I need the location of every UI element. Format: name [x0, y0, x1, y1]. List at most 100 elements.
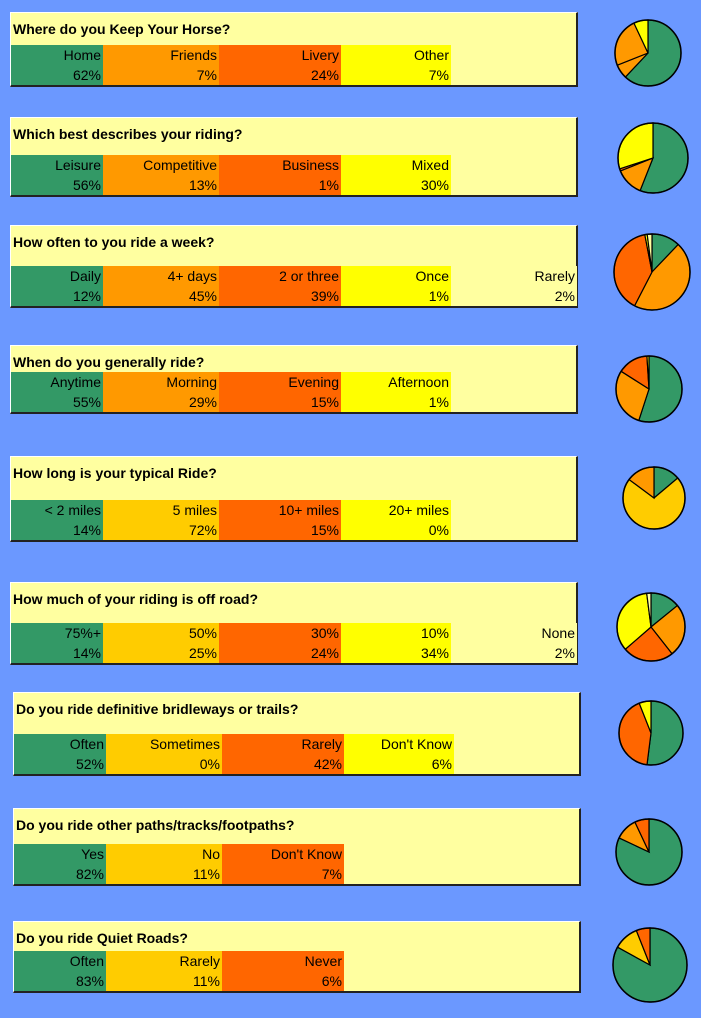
answer-row: Anytime 55% Morning 29% Evening 15% Afternoon 1…: [11, 372, 451, 412]
answer-label: Anytime: [50, 374, 101, 390]
question-title: Do you ride other paths/tracks/footpaths…: [16, 817, 295, 833]
pie-outline: [613, 233, 691, 311]
question-title: When do you generally ride?: [13, 354, 205, 370]
answer-percent: 1%: [428, 288, 449, 304]
answer-percent: 62%: [72, 67, 101, 83]
answer-cell: 75%+ 14%: [11, 623, 103, 663]
question-title: How much of your riding is off road?: [13, 591, 258, 607]
pie-chart: [615, 818, 683, 886]
answer-label: 4+ days: [167, 268, 217, 284]
pie-chart: [614, 19, 682, 87]
question-panel: Which best describes your riding? Leisure…: [10, 117, 578, 197]
answer-label: Often: [69, 953, 104, 969]
question-title: How long is your typical Ride?: [13, 465, 217, 481]
answer-percent: 14%: [72, 522, 101, 538]
pie-outline: [616, 592, 686, 662]
question-panel: Where do you Keep Your Horse? Home 62% Frie…: [10, 12, 578, 87]
answer-label: Home: [63, 47, 101, 63]
answer-cell: Mixed 30%: [341, 155, 451, 195]
pie-outline: [615, 818, 683, 886]
answer-percent: 82%: [75, 866, 104, 882]
answer-label: Sometimes: [149, 736, 220, 752]
answer-cell: 2 or three 39%: [219, 266, 341, 306]
answer-percent: 15%: [310, 522, 339, 538]
answer-cell: Yes 82%: [14, 844, 106, 884]
answer-cell: 50% 25%: [103, 623, 219, 663]
answer-cell: 5 miles 72%: [103, 500, 219, 540]
answer-label: 10+ miles: [278, 502, 339, 518]
pie-chart: [616, 592, 686, 662]
answer-cell: Leisure 56%: [11, 155, 103, 195]
answer-percent: 30%: [420, 177, 449, 193]
answer-percent: 11%: [193, 973, 220, 989]
answer-label: Often: [69, 736, 104, 752]
pie-outline: [615, 355, 683, 423]
answer-cell: Rarely 2%: [451, 266, 577, 306]
answer-percent: 25%: [188, 645, 217, 661]
question-title: How often to you ride a week?: [13, 234, 215, 250]
answer-percent: 72%: [188, 522, 217, 538]
answer-label: Morning: [166, 374, 217, 390]
answer-percent: 7%: [196, 67, 217, 83]
answer-percent: 42%: [313, 756, 342, 772]
answer-label: 2 or three: [279, 268, 339, 284]
answer-label: Yes: [81, 846, 104, 862]
answer-label: 30%: [310, 625, 339, 641]
question-panel: Do you ride definitive bridleways or tra…: [13, 692, 581, 776]
answer-percent: 14%: [72, 645, 101, 661]
answer-percent: 2%: [554, 645, 575, 661]
question-panel: How often to you ride a week? Daily 12% 4+ …: [10, 225, 578, 308]
question-title: Which best describes your riding?: [13, 126, 243, 142]
answer-label: Don't Know: [380, 736, 452, 752]
answer-row: Home 62% Friends 7% Livery 24% Other 7%: [11, 45, 451, 85]
answer-row: Daily 12% 4+ days 45% 2 or three 39% Once 1% Rar…: [11, 266, 577, 306]
answer-row: 75%+ 14% 50% 25% 30% 24% 10% 34% None 2%: [11, 623, 577, 663]
answer-cell: Friends 7%: [103, 45, 219, 85]
answer-cell: Morning 29%: [103, 372, 219, 412]
answer-percent: 24%: [310, 645, 339, 661]
answer-label: < 2 miles: [44, 502, 101, 518]
answer-label: Evening: [288, 374, 339, 390]
question-title: Where do you Keep Your Horse?: [13, 21, 231, 37]
answer-percent: 15%: [310, 394, 339, 410]
answer-row: Often 83% Rarely 11% Never 6%: [14, 951, 344, 991]
answer-percent: 11%: [193, 866, 220, 882]
answer-cell: Livery 24%: [219, 45, 341, 85]
answer-label: Other: [413, 47, 449, 63]
answer-label: Rarely: [301, 736, 342, 752]
answer-label: No: [202, 846, 220, 862]
answer-percent: 29%: [188, 394, 217, 410]
answer-cell: Afternoon 1%: [341, 372, 451, 412]
answer-percent: 24%: [310, 67, 339, 83]
answer-label: None: [541, 625, 575, 641]
answer-cell: Never 6%: [222, 951, 344, 991]
answer-percent: 1%: [318, 177, 339, 193]
answer-label: 75%+: [64, 625, 101, 641]
answer-label: Never: [304, 953, 342, 969]
pie-chart: [612, 927, 688, 1003]
pie-slice: [646, 700, 684, 766]
answer-cell: 10% 34%: [341, 623, 451, 663]
answer-cell: Rarely 42%: [222, 734, 344, 774]
pie-chart: [618, 700, 684, 766]
question-panel: How much of your riding is off road? 75%+…: [10, 582, 578, 665]
answer-percent: 52%: [75, 756, 104, 772]
answer-cell: 4+ days 45%: [103, 266, 219, 306]
answer-label: 20+ miles: [388, 502, 449, 518]
answer-label: 10%: [420, 625, 449, 641]
pie-outline: [622, 466, 686, 530]
answer-row: Often 52% Sometimes 0% Rarely 42% Don't Know 6%: [14, 734, 454, 774]
answer-cell: No 11%: [106, 844, 222, 884]
answer-label: Mixed: [411, 157, 449, 173]
answer-cell: Often 83%: [14, 951, 106, 991]
answer-percent: 1%: [428, 394, 449, 410]
question-title: Do you ride definitive bridleways or tra…: [16, 701, 299, 717]
answer-label: Livery: [301, 47, 339, 63]
answer-cell: Don't Know 7%: [222, 844, 344, 884]
answer-percent: 0%: [428, 522, 449, 538]
question-panel: Do you ride other paths/tracks/footpaths…: [13, 808, 581, 886]
pie-outline: [617, 122, 689, 194]
answer-percent: 45%: [188, 288, 217, 304]
answer-percent: 7%: [428, 67, 449, 83]
pie-outline: [612, 927, 688, 1003]
